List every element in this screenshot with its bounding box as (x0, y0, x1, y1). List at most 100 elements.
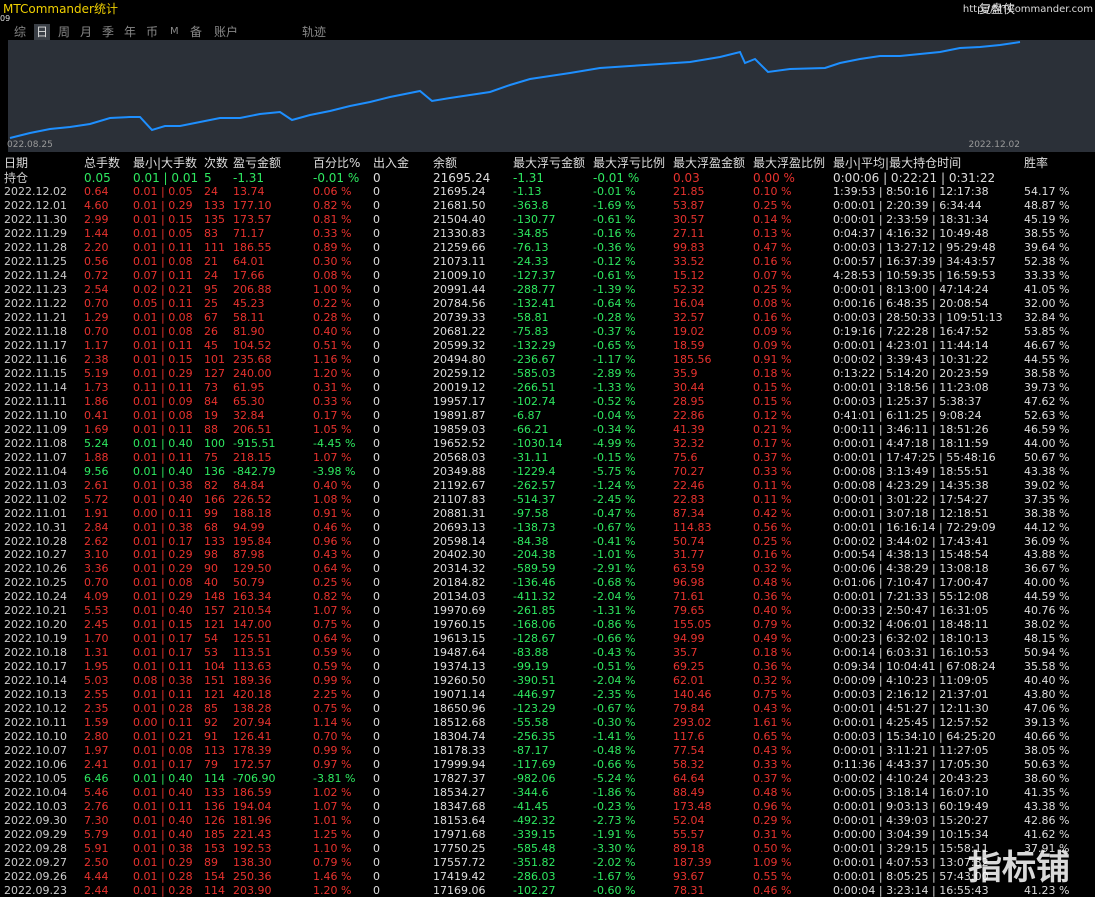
cell: 38.38 % (1024, 506, 1070, 520)
cell: 96.98 (673, 576, 705, 590)
cell: 121 (204, 618, 225, 632)
cell: 20598.14 (433, 534, 486, 548)
cell: -76.13 (513, 240, 549, 254)
cell: 2022.10.24 (4, 590, 67, 604)
cell: 42.86 % (1024, 814, 1070, 828)
tab[interactable]: 备 (190, 25, 203, 39)
cell: 61.95 (233, 380, 265, 394)
cell: 155.05 (673, 618, 712, 632)
site-link[interactable]: http://MTCommander.com (962, 4, 1093, 15)
cell: 0:04:37 | 4:16:32 | 10:49:48 (833, 226, 989, 240)
cell: 0.11 | 0.11 (133, 380, 193, 394)
cell: 38.58 % (1024, 366, 1070, 380)
column-header: 日期 (4, 156, 29, 170)
cell: 0 (373, 352, 380, 366)
cell: 173.57 (233, 212, 272, 226)
cell: 0.91 % (753, 352, 792, 366)
cell: 0 (373, 590, 380, 604)
cell: -236.67 (513, 352, 556, 366)
cell: 0.16 % (753, 254, 792, 268)
cell: 27.11 (673, 226, 705, 240)
cell: 0:00:00 | 3:04:39 | 10:15:34 (833, 828, 989, 842)
cell: -585.03 (513, 366, 556, 380)
cell: -266.51 (513, 380, 556, 394)
cell: 43.80 % (1024, 688, 1070, 702)
cell: 2022.11.03 (4, 478, 67, 492)
cell: 0 (373, 436, 380, 450)
cell: 0.70 (84, 324, 109, 338)
cell: 54 (204, 632, 218, 646)
tab[interactable]: 周 (58, 25, 71, 39)
cell: 48.15 % (1024, 632, 1070, 646)
cell: -982.06 (513, 772, 556, 786)
equity-chart: 022.08.25 2022.12.02 (7, 40, 1095, 152)
cell: 98 (204, 548, 218, 562)
cell: 2022.11.17 (4, 338, 67, 352)
cell: 0.28 % (313, 310, 352, 324)
cell: 0.75 % (313, 702, 352, 716)
cell: 0.55 % (753, 870, 792, 884)
cell: 20019.12 (433, 380, 486, 394)
cell: -0.64 % (593, 296, 636, 310)
cell: 1.86 (84, 394, 109, 408)
tab[interactable]: 年 (124, 25, 137, 39)
cell: 0 (373, 786, 380, 800)
cell: 187.39 (673, 856, 712, 870)
cell: 0.01 | 0.11 (133, 800, 193, 814)
cell: 53.87 (673, 198, 705, 212)
tab[interactable]: 币 (146, 25, 159, 39)
cell: 0.01 | 0.08 (133, 324, 193, 338)
cell: 2022.11.16 (4, 352, 67, 366)
cell: 133 (204, 786, 225, 800)
cell: -351.82 (513, 856, 556, 870)
tab[interactable]: 季 (102, 25, 115, 39)
cell: -127.37 (513, 268, 556, 282)
cell: -915.51 (233, 436, 276, 450)
cell: 0 (373, 814, 380, 828)
cell: 2022.11.29 (4, 226, 67, 240)
cell: 21192.67 (433, 478, 486, 492)
cell: 1.09 % (753, 856, 792, 870)
cell: 178.39 (233, 744, 272, 758)
cell: 0.56 % (753, 520, 792, 534)
cell: 17.66 (233, 268, 265, 282)
cell: 39.64 % (1024, 240, 1070, 254)
tab[interactable]: 月 (80, 25, 93, 39)
cell: -0.51 % (593, 660, 636, 674)
cell: 2022.11.24 (4, 268, 67, 282)
cell: 136 (204, 464, 225, 478)
cell: 2022.09.30 (4, 814, 67, 828)
cell: 18534.27 (433, 786, 486, 800)
tab[interactable]: 轨迹 (302, 25, 327, 39)
cell: 1.61 % (753, 716, 792, 730)
cell: 0 (373, 380, 380, 394)
tab[interactable]: 账户 (214, 25, 239, 39)
cell: 0.70 % (313, 730, 352, 744)
cell: 2.84 (84, 520, 109, 534)
cell: 0.01 | 0.11 (133, 450, 193, 464)
tab[interactable]: 综 (14, 25, 27, 39)
cell: 135 (204, 212, 225, 226)
cell: 85 (204, 702, 218, 716)
cell: -204.38 (513, 548, 556, 562)
cell: 4.09 (84, 590, 109, 604)
cell: 207.94 (233, 716, 272, 730)
cell: 0.01 | 0.11 (133, 338, 193, 352)
cell: 0 (373, 618, 380, 632)
cell: 2022.12.02 (4, 185, 67, 198)
cell: 35.7 (673, 646, 698, 660)
cell: 0:00:01 | 2:33:59 | 18:31:34 (833, 212, 989, 226)
cell: 2.35 (84, 702, 109, 716)
tab[interactable]: M (170, 26, 179, 37)
cell: 104 (204, 660, 225, 674)
cell: 50.94 % (1024, 646, 1070, 660)
cell: 3.36 (84, 562, 109, 576)
tab[interactable]: 日 (34, 24, 51, 40)
cell: -132.41 (513, 296, 556, 310)
cell: 0:00:01 | 3:01:22 | 17:54:27 (833, 492, 989, 506)
cell: 0:00:01 | 3:11:21 | 11:27:05 (833, 744, 989, 758)
cell: 2.99 (84, 212, 109, 226)
cell: 0.09 % (753, 324, 792, 338)
column-header: 最小|平均|最大持仓时间 (833, 156, 962, 170)
cell: 0:00:03 | 2:16:12 | 21:37:01 (833, 688, 989, 702)
